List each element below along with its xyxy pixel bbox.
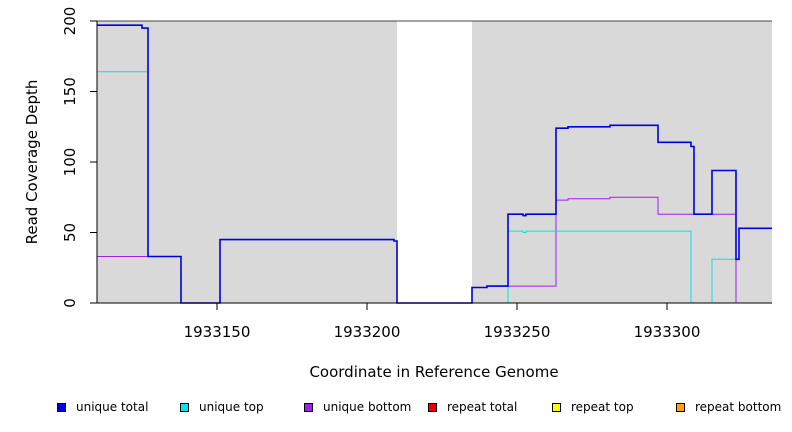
legend-swatch — [428, 402, 437, 412]
legend-swatch — [180, 402, 189, 412]
legend-item-repeat-top: repeat top — [552, 400, 634, 414]
legend-label: unique bottom — [323, 400, 412, 414]
legend-swatch — [676, 402, 685, 412]
legend-label: repeat top — [571, 400, 634, 414]
legend-item-unique-bottom: unique bottom — [304, 400, 411, 414]
legend-swatch — [57, 402, 66, 412]
x-tick-label: 1933250 — [484, 323, 551, 341]
y-tick-label: 150 — [61, 77, 79, 106]
legend: unique total unique top unique bottom repea… — [0, 400, 792, 420]
x-tick-label: 1933150 — [184, 323, 251, 341]
shaded-region-2 — [472, 21, 772, 303]
legend-item-repeat-total: repeat total — [428, 400, 517, 414]
legend-label: repeat bottom — [695, 400, 782, 414]
legend-label: unique total — [76, 400, 149, 414]
y-tick-label: 0 — [61, 298, 79, 308]
x-tick-label: 1933300 — [634, 323, 701, 341]
shaded-regions — [97, 21, 772, 303]
legend-swatch — [552, 402, 561, 412]
legend-item-unique-total: unique total — [57, 400, 148, 414]
x-axis-label: Coordinate in Reference Genome — [309, 363, 558, 381]
y-tick-label: 50 — [61, 223, 79, 242]
legend-label: unique top — [199, 400, 264, 414]
shaded-region-1 — [97, 21, 397, 303]
legend-label: repeat total — [447, 400, 518, 414]
x-axis: 1933150 1933200 1933250 1933300 — [97, 302, 772, 341]
legend-swatch — [304, 402, 313, 412]
y-axis-label: Read Coverage Depth — [23, 80, 41, 245]
legend-item-repeat-bottom: repeat bottom — [676, 400, 781, 414]
y-axis: 0 50 100 150 200 — [61, 7, 98, 308]
y-tick-label: 100 — [61, 148, 79, 177]
legend-item-unique-top: unique top — [180, 400, 264, 414]
x-tick-label: 1933200 — [334, 323, 401, 341]
coverage-chart: 0 50 100 150 200 1933150 1933200 1933250 193330… — [23, 7, 772, 381]
y-tick-label: 200 — [61, 7, 79, 36]
